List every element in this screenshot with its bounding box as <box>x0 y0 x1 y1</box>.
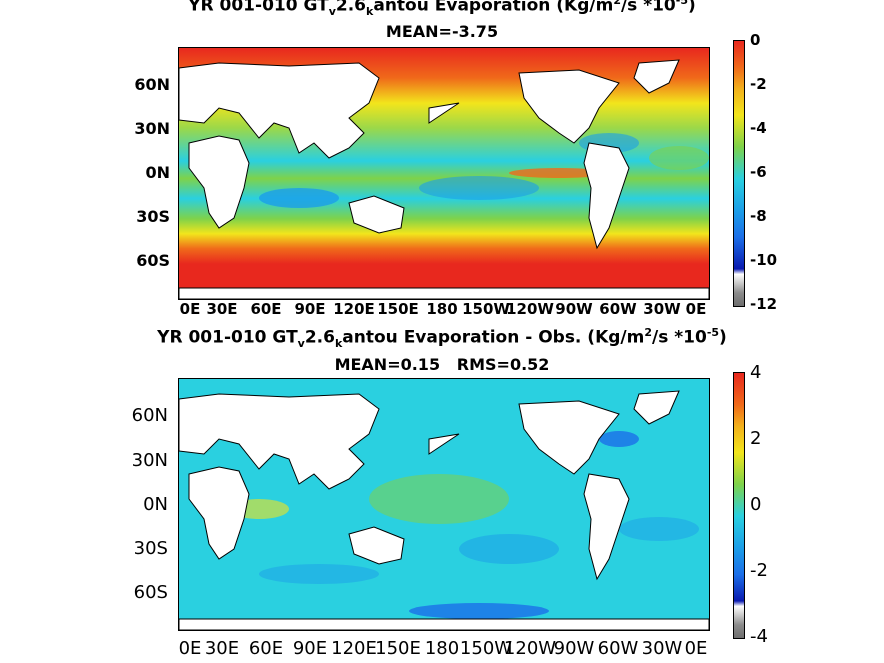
panel2-lat-label: 60S <box>133 582 168 603</box>
panel1-title-part: YR 001-010 GT <box>188 0 329 16</box>
panel2-title-part: YR 001-010 GT <box>157 327 298 348</box>
panel2-title-mid: 2.6 <box>304 327 335 348</box>
panel1-lon-label: 90E <box>294 300 326 318</box>
panel1-colorbar-tick: -2 <box>750 75 767 93</box>
panel1-lon-label: 30E <box>206 300 238 318</box>
panel1-lat-label: 60N <box>134 75 170 94</box>
panel1-lon-label: 60E <box>250 300 282 318</box>
panel2-lat-label: 0N <box>143 494 168 515</box>
panel1-lon-label: 120W <box>506 300 554 318</box>
panel1-stats: MEAN=-3.75 <box>385 22 499 41</box>
panel1-title-tail2: /s *10 <box>620 0 676 16</box>
panel1-lat-label: 30S <box>136 207 170 226</box>
panel2-title-tail: antou Evaporation - Obs. (Kg/m <box>342 327 645 348</box>
panel2-lon-axis: 0E 30E 60E 90E 120E 150E 180 150W 120W 9… <box>0 638 884 662</box>
panel2-colorbar-tick: -2 <box>750 560 768 581</box>
panel1-lon-label: 0E <box>685 300 707 318</box>
panel1-lon-label: 120E <box>333 300 375 318</box>
panel2-title-sub-k: k <box>334 337 343 351</box>
panel2-map-svg <box>179 379 709 630</box>
panel2-lat-label: 30S <box>133 538 168 559</box>
panel2-title-tail2: /s *10 <box>652 327 707 348</box>
panel1-lon-label: 150W <box>462 300 510 318</box>
panel2-land <box>179 390 709 630</box>
panel2-colorbar <box>733 372 745 639</box>
panel2-title-sup2: 2 <box>644 326 653 339</box>
panel1-colorbar-tick: -12 <box>750 295 778 313</box>
panel2-lon-label: 30E <box>204 638 240 659</box>
panel2-stats: MEAN=0.15 RMS=0.52 <box>334 355 550 374</box>
panel2-title: YR 001-010 GTv2.6kantou Evaporation - Ob… <box>0 326 884 350</box>
panel1-colorbar <box>733 40 745 307</box>
panel2-lon-label: 150E <box>375 638 421 659</box>
panel2-lon-label: 0E <box>178 638 202 659</box>
panel1-map <box>178 47 710 300</box>
panel1-lon-label: 150E <box>377 300 419 318</box>
panel1-land <box>179 59 709 299</box>
panel1-lon-label: 180 <box>426 300 458 318</box>
panel2-lon-label: 90E <box>292 638 328 659</box>
panel2-lon-label: 30W <box>641 638 683 659</box>
panel2-colorbar-tick: -4 <box>750 626 768 647</box>
panel2-lon-label: 120W <box>503 638 557 659</box>
panel1-colorbar-tick: -10 <box>750 251 778 269</box>
panel1-colorbar-tick: -6 <box>750 163 767 181</box>
panel2-lon-label: 60E <box>248 638 284 659</box>
panel1-title-sub-v: v <box>328 5 336 19</box>
panel1-title: YR 001-010 GTv2.6kantou Evaporation (Kg/… <box>0 0 884 18</box>
panel2-colorbar-tick: 2 <box>750 428 762 449</box>
panel2-lon-label: 0E <box>684 638 708 659</box>
panel1-title-sup2: 2 <box>613 0 621 7</box>
panel1-title-end: ) <box>688 0 696 16</box>
panel2-lon-label: 180 <box>424 638 460 659</box>
panel2-lat-label: 30N <box>131 450 168 471</box>
panel2-colorbar-tick: 4 <box>750 362 762 383</box>
panel1-colorbar-fill <box>734 41 744 306</box>
panel1-title-sub-k: k <box>366 5 374 19</box>
panel2-map <box>178 378 710 631</box>
panel1-lon-label: 0E <box>179 300 201 318</box>
panel1-lon-label: 30W <box>643 300 681 318</box>
panel1-title-mid: 2.6 <box>335 0 367 16</box>
panel1-lat-label: 0N <box>145 163 170 182</box>
panel1-lon-axis: 0E 30E 60E 90E 120E 150E 180 150W 120W 9… <box>0 300 884 322</box>
panel2-lon-label: 90W <box>553 638 595 659</box>
panel1-lon-label: 90W <box>555 300 593 318</box>
panel1-colorbar-tick: 0 <box>750 31 761 49</box>
panel2-title-end: ) <box>719 327 727 348</box>
panel1-title-tail: antou Evaporation (Kg/m <box>373 0 614 16</box>
panel2-title-sub-v: v <box>297 337 305 351</box>
panel1-title-sup5: -5 <box>675 0 688 7</box>
panel2-colorbar-tick: 0 <box>750 494 762 515</box>
panel2-lat-label: 60N <box>131 405 168 426</box>
panel2-lon-label: 150W <box>459 638 513 659</box>
panel1-colorbar-tick: -4 <box>750 119 767 137</box>
panel1-colorbar-tick: -8 <box>750 207 767 225</box>
panel2-lon-label: 120E <box>331 638 377 659</box>
panel1-lat-label: 60S <box>136 251 170 270</box>
panel2-lon-label: 60W <box>597 638 639 659</box>
panel1-map-svg <box>179 48 709 299</box>
panel1-lon-label: 60W <box>599 300 637 318</box>
panel1-lat-label: 30N <box>134 119 170 138</box>
panel2-colorbar-fill <box>734 373 744 638</box>
panel2-title-sup5: -5 <box>706 326 720 339</box>
